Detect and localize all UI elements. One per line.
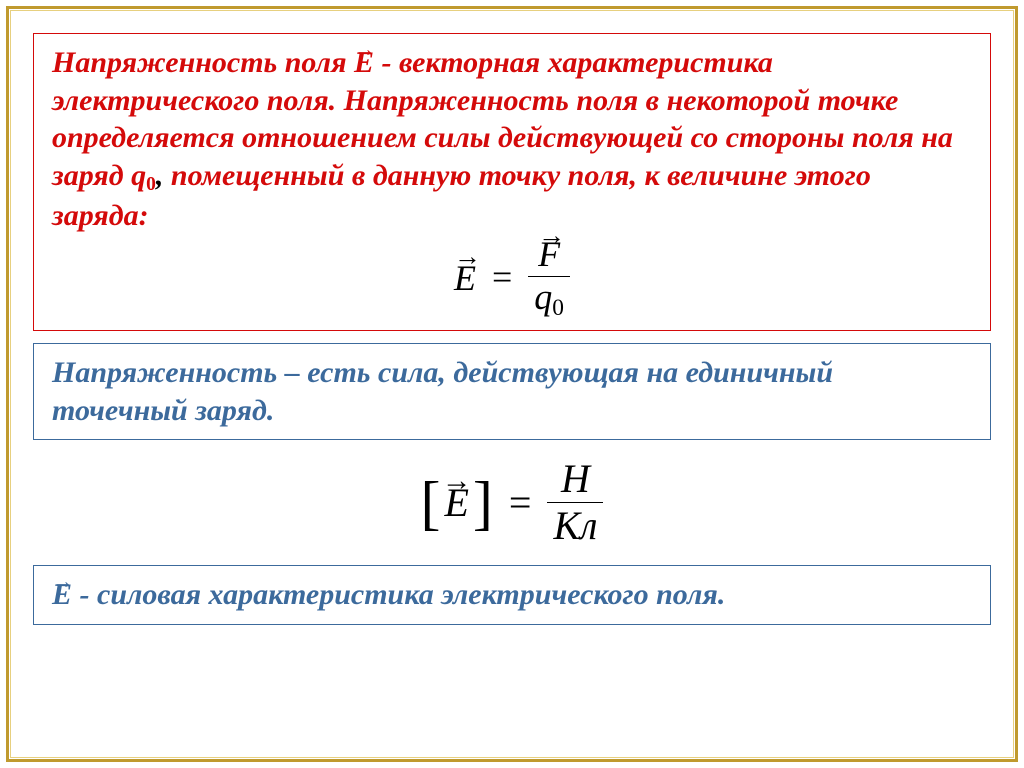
vector-arrow-icon: → [52,568,72,594]
definition-part1: Напряженность поля [52,46,354,79]
right-bracket-icon: ] [473,479,493,527]
summary-box: →E - силовая характеристика электрическо… [33,565,991,625]
charge-symbol: q [131,159,146,192]
interpretation-text: Напряженность – есть сила, действующая н… [52,354,972,429]
formula1-fraction: → F q0 [528,234,570,320]
equals-sign: = [503,479,538,526]
formula2-numerator: Н [555,458,596,500]
formula-e-equals-f-over-q0: → E = → F [52,234,972,320]
vector-arrow-icon: → [440,466,472,496]
vector-e-inline: →E [354,44,374,82]
interpretation-box: Напряженность – есть сила, действующая н… [33,343,991,440]
formula2-symbol: → E [440,479,472,526]
formula2-fraction: Н Кл [547,458,603,547]
slide-content: Напряженность поля →E - векторная характ… [33,33,991,735]
definition-text: Напряженность поля →E - векторная характ… [52,44,972,234]
vector-arrow-icon: → [454,243,476,270]
definition-part3: помещенный в данную точку поля, к величи… [52,159,871,232]
vector-arrow-icon: → [538,222,560,249]
formula1-denominator: q0 [528,279,570,320]
left-bracket-icon: [ [421,479,441,527]
vector-e-inline: →E [52,576,72,614]
slide-inner-frame: Напряженность поля →E - векторная характ… [10,10,1014,758]
bracket-group: [ → E ] [421,479,493,527]
slide-outer-frame: Напряженность поля →E - векторная характ… [6,6,1018,762]
definition-box: Напряженность поля →E - векторная характ… [33,33,991,331]
formula-units: [ → E ] = Н Кл [33,458,991,547]
formula1-lhs: → E [454,255,476,299]
summary-text: →E - силовая характеристика электрическо… [52,576,972,614]
charge-subscript: 0 [146,173,156,194]
summary-rest: - силовая характеристика электрического … [72,578,725,611]
equals-sign: = [486,256,518,298]
vector-arrow-icon: → [354,36,374,62]
formula1-numerator: → F [538,234,560,274]
formula2-denominator: Кл [547,505,603,547]
